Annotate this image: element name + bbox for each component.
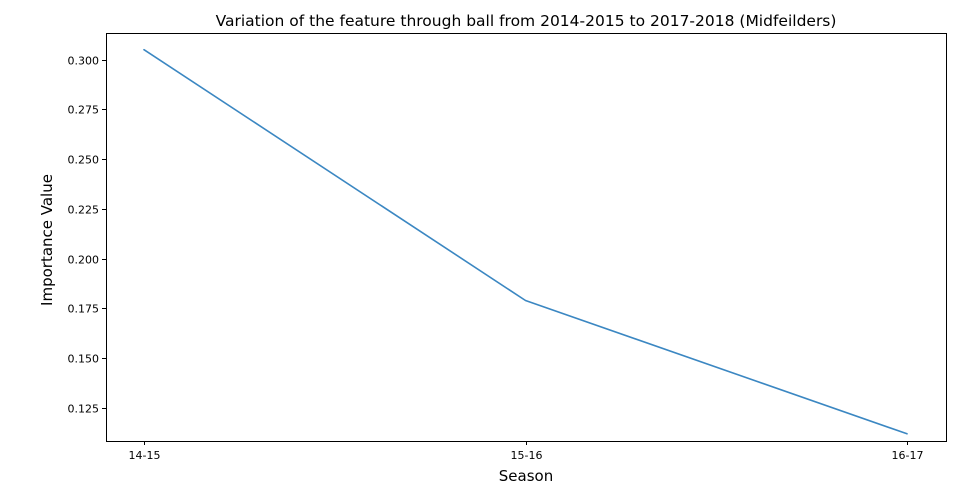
y-tick-label: 0.200 bbox=[68, 254, 100, 267]
plot-area bbox=[143, 48, 908, 435]
y-tick-label: 0.150 bbox=[68, 353, 100, 366]
x-tick-label: 14-15 bbox=[129, 449, 161, 462]
series-line bbox=[143, 48, 908, 435]
y-axis-label: Importance Value bbox=[38, 174, 56, 306]
y-tick-label: 0.175 bbox=[68, 303, 100, 316]
chart-title: Variation of the feature through ball fr… bbox=[216, 12, 837, 30]
y-tick-label: 0.225 bbox=[68, 204, 100, 217]
x-tick-label: 15-16 bbox=[511, 449, 543, 462]
x-axis: 14-15 15-16 16-17 bbox=[129, 441, 924, 462]
y-tick-label: 0.300 bbox=[68, 55, 100, 68]
y-axis: 0.125 0.150 0.175 0.200 0.225 0.250 0.275 0.300 bbox=[68, 55, 106, 416]
y-tick-label: 0.275 bbox=[68, 104, 100, 117]
x-tick-label: 16-17 bbox=[892, 449, 924, 462]
y-tick-label: 0.125 bbox=[68, 403, 100, 416]
x-axis-label: Season bbox=[499, 467, 553, 485]
y-tick-label: 0.250 bbox=[68, 154, 100, 167]
plot-frame bbox=[106, 33, 947, 442]
